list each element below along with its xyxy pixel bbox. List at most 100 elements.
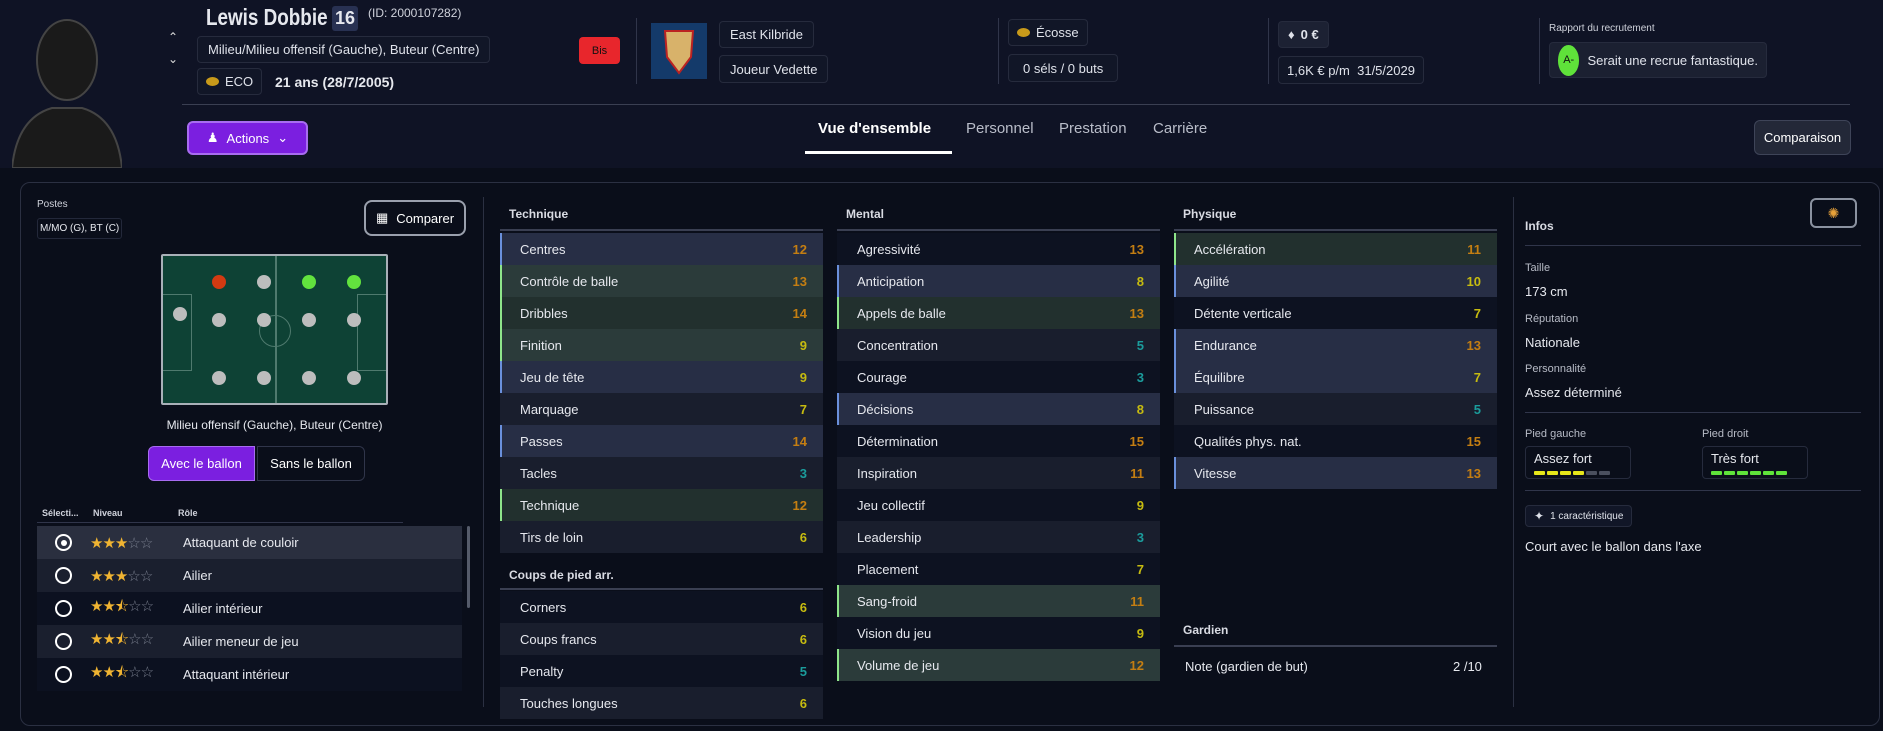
- attribute-row[interactable]: Tacles 3: [500, 457, 823, 489]
- next-player-icon[interactable]: ⌄: [168, 52, 179, 66]
- attribute-row[interactable]: Appels de balle 13: [837, 297, 1160, 329]
- attribute-row[interactable]: Penalty 5: [500, 655, 823, 687]
- attribute-row[interactable]: Marquage 7: [500, 393, 823, 425]
- tab-prestation[interactable]: Prestation: [1059, 120, 1127, 137]
- attribute-row[interactable]: Anticipation 8: [837, 265, 1160, 297]
- role-radio[interactable]: [55, 600, 72, 617]
- attribute-value: 12: [1129, 657, 1144, 673]
- attribute-value: 13: [1129, 241, 1144, 257]
- attribute-value: 5: [1473, 401, 1481, 417]
- attribute-row[interactable]: Décisions 8: [837, 393, 1160, 425]
- attribute-row[interactable]: Coups francs 6: [500, 623, 823, 655]
- attribute-row[interactable]: Finition 9: [500, 329, 823, 361]
- attribute-row[interactable]: Jeu de tête 9: [500, 361, 823, 393]
- attribute-row[interactable]: Leadership 3: [837, 521, 1160, 553]
- attribute-row[interactable]: Contrôle de balle 13: [500, 265, 823, 297]
- comparison-button[interactable]: Comparaison: [1754, 120, 1851, 155]
- attribute-row[interactable]: Inspiration 11: [837, 457, 1160, 489]
- role-radio[interactable]: [55, 534, 72, 551]
- attribute-value: 7: [1473, 369, 1481, 385]
- role-radio[interactable]: [55, 567, 72, 584]
- attribute-row[interactable]: Jeu collectif 9: [837, 489, 1160, 521]
- attribute-row[interactable]: Équilibre 7: [1174, 361, 1497, 393]
- traits-button[interactable]: ✦ 1 caractéristique: [1525, 505, 1633, 527]
- attribute-name: Agressivité: [857, 241, 921, 257]
- star-full-icon: ★: [102, 534, 115, 552]
- attribute-row[interactable]: Vision du jeu 9: [837, 617, 1160, 649]
- attribute-row[interactable]: Volume de jeu 12: [837, 649, 1160, 681]
- height-label: Taille: [1525, 262, 1551, 274]
- player-header: ⌃ ⌄ Lewis Dobbie 16 (ID: 2000107282) Mil…: [0, 0, 1883, 169]
- player-avatar: [10, 8, 124, 169]
- previous-player-icon[interactable]: ⌃: [168, 30, 179, 44]
- physical-title: Physique: [1183, 207, 1237, 221]
- col-level-header[interactable]: Niveau: [93, 508, 123, 518]
- role-name: Ailier: [183, 568, 212, 583]
- tab-personnel[interactable]: Personnel: [966, 120, 1034, 137]
- attribute-row[interactable]: Passes 14: [500, 425, 823, 457]
- attribute-row[interactable]: Vitesse 13: [1174, 457, 1497, 489]
- mental-line: [837, 229, 1160, 231]
- attribute-name: Contrôle de balle: [520, 273, 619, 289]
- attribute-row[interactable]: Courage 3: [837, 361, 1160, 393]
- attribute-name: Corners: [520, 599, 567, 615]
- attribute-row[interactable]: Tirs de loin 6: [500, 521, 823, 553]
- infos-divider: [1525, 245, 1861, 246]
- role-radio[interactable]: [55, 666, 72, 683]
- role-row[interactable]: ★★⯪☆☆ Ailier meneur de jeu: [37, 625, 462, 658]
- attribute-row[interactable]: Détermination 15: [837, 425, 1160, 457]
- attribute-value: 3: [1136, 369, 1144, 385]
- attribute-row[interactable]: Touches longues 6: [500, 687, 823, 719]
- attribute-row[interactable]: Centres 12: [500, 233, 823, 265]
- bis-badge[interactable]: Bis: [579, 37, 620, 64]
- scout-label: Rapport du recrutement: [1549, 23, 1655, 34]
- role-row[interactable]: ★★★☆☆ Ailier: [37, 559, 462, 592]
- role-row[interactable]: ★★⯪☆☆ Attaquant intérieur: [37, 658, 462, 691]
- attribute-row[interactable]: Agressivité 13: [837, 233, 1160, 265]
- role-radio[interactable]: [55, 633, 72, 650]
- attribute-row[interactable]: Puissance 5: [1174, 393, 1497, 425]
- attribute-value: 7: [799, 401, 807, 417]
- column-divider: [1513, 197, 1514, 707]
- attribute-row[interactable]: Placement 7: [837, 553, 1160, 585]
- roles-scrollbar[interactable]: [467, 526, 470, 608]
- right-foot-value: Très fort: [1711, 451, 1759, 466]
- role-row[interactable]: ★★⯪☆☆ Ailier intérieur: [37, 592, 462, 625]
- star-empty-icon: ☆: [127, 534, 140, 552]
- nation-text: Écosse: [1036, 25, 1079, 40]
- infos-divider: [1525, 412, 1861, 413]
- attribute-row[interactable]: Accélération 11: [1174, 233, 1497, 265]
- nation-box[interactable]: Écosse: [1008, 19, 1088, 46]
- with-ball-toggle[interactable]: Avec le ballon: [148, 446, 255, 481]
- attribute-row[interactable]: Corners 6: [500, 591, 823, 623]
- attribute-row[interactable]: Endurance 13: [1174, 329, 1497, 361]
- attribute-row[interactable]: Qualités phys. nat. 15: [1174, 425, 1497, 457]
- star-full-icon: ★: [90, 567, 103, 585]
- attribute-row[interactable]: Sang-froid 11: [837, 585, 1160, 617]
- club-name[interactable]: East Kilbride: [719, 21, 814, 48]
- attribute-row[interactable]: Détente verticale 7: [1174, 297, 1497, 329]
- attribute-row[interactable]: Technique 12: [500, 489, 823, 521]
- role-stars: ★★★☆☆: [90, 567, 183, 585]
- attribute-row[interactable]: Dribbles 14: [500, 297, 823, 329]
- personality-wheel-button[interactable]: ✺: [1810, 198, 1857, 228]
- col-role-header[interactable]: Rôle: [178, 508, 198, 518]
- player-name: Lewis Dobbie: [206, 4, 328, 30]
- attribute-row[interactable]: Agilité 10: [1174, 265, 1497, 297]
- attribute-row[interactable]: Concentration 5: [837, 329, 1160, 361]
- without-ball-toggle[interactable]: Sans le ballon: [257, 446, 365, 481]
- scout-report[interactable]: A- Serait une recrue fantastique.: [1549, 42, 1767, 78]
- tab-carriere[interactable]: Carrière: [1153, 120, 1208, 137]
- attribute-name: Détermination: [857, 433, 938, 449]
- col-select-header[interactable]: Sélecti...: [42, 508, 79, 518]
- attribute-name: Coups francs: [520, 631, 597, 647]
- star-full-icon: ★: [114, 534, 128, 552]
- personality-value: Assez déterminé: [1525, 385, 1622, 400]
- attribute-name: Appels de balle: [857, 305, 946, 321]
- tab-overview[interactable]: Vue d'ensemble: [818, 120, 932, 137]
- role-row[interactable]: ★★★☆☆ Attaquant de couloir: [37, 526, 462, 559]
- actions-button[interactable]: ♟ Actions ⌄: [187, 121, 308, 155]
- compare-button[interactable]: ▦ Comparer: [364, 200, 466, 236]
- set-pieces-title: Coups de pied arr.: [509, 568, 614, 582]
- star-full-icon: ★: [102, 567, 115, 585]
